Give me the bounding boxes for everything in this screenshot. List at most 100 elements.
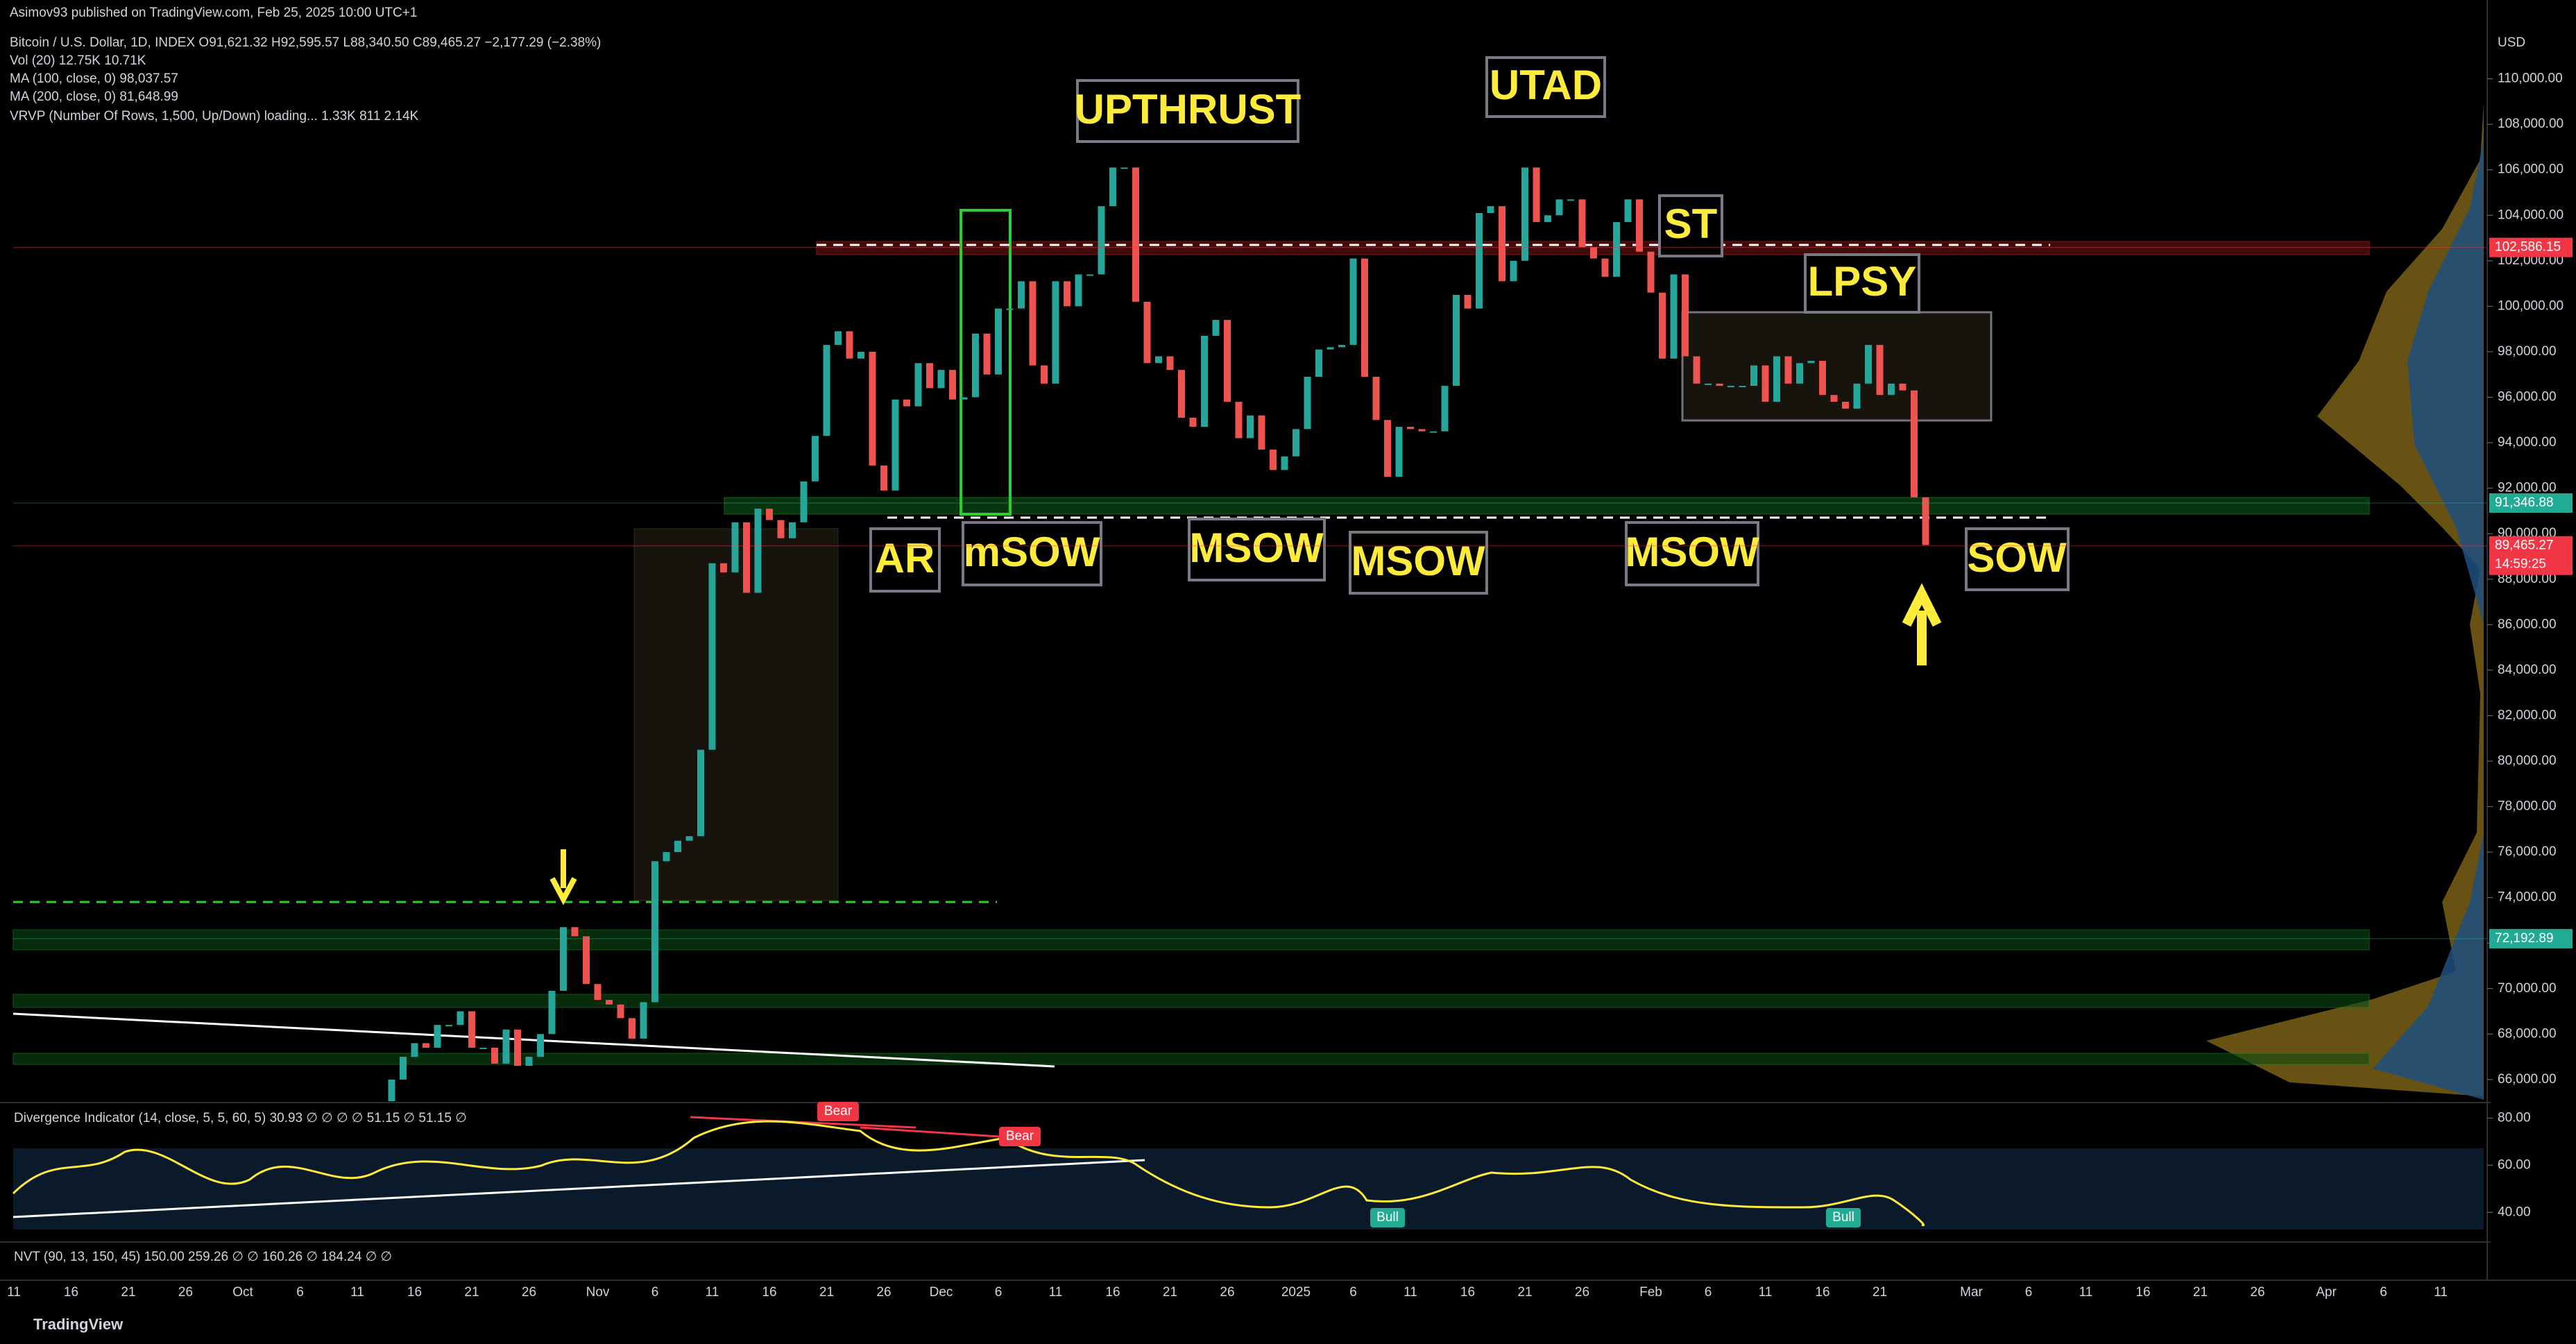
candle-body xyxy=(685,836,693,841)
price-tag-label: 89,465.27 xyxy=(2495,538,2554,553)
candle-body xyxy=(1395,427,1403,477)
x-tick-label: 11 xyxy=(1049,1285,1063,1300)
y-tick-label: 96,000.00 xyxy=(2498,390,2557,405)
candle-body xyxy=(1819,361,1826,395)
annotation: ST xyxy=(1658,194,1723,257)
x-tick-label: 11 xyxy=(706,1285,719,1300)
x-tick-label: Dec xyxy=(930,1285,953,1300)
candle-body xyxy=(766,509,773,520)
candle-body xyxy=(1224,320,1231,402)
candle-body xyxy=(594,984,602,1001)
x-tick-label: 21 xyxy=(464,1285,479,1300)
candle-body xyxy=(708,563,716,750)
candle-body xyxy=(1888,383,1895,395)
candle-body xyxy=(1430,431,1437,433)
candle-body xyxy=(1659,292,1666,359)
candle-body xyxy=(1270,449,1277,470)
candle-body xyxy=(1762,365,1769,402)
candle-body xyxy=(858,351,864,359)
candle-body xyxy=(1876,345,1884,395)
candle-body xyxy=(1132,167,1139,302)
candle-body xyxy=(674,840,681,853)
candle-body xyxy=(1476,213,1483,309)
candle-body xyxy=(560,927,567,992)
x-tick-label: 26 xyxy=(876,1285,891,1300)
candle-body xyxy=(1682,274,1689,357)
legend-line: VRVP (Number Of Rows, 1,500, Up/Down) lo… xyxy=(10,109,419,124)
signal-badge xyxy=(817,1102,859,1121)
candle-body xyxy=(914,363,922,407)
candle-body xyxy=(525,1057,533,1066)
candle-body xyxy=(1647,251,1655,293)
candle-body xyxy=(1247,415,1254,439)
candle-body xyxy=(651,861,658,1003)
x-tick-label: Apr xyxy=(2316,1285,2337,1300)
candle-body xyxy=(1418,429,1426,432)
range-box xyxy=(633,528,839,901)
candle-body xyxy=(937,370,945,389)
chart-title: Bitcoin / U.S. Dollar, 1D, INDEX O91,621… xyxy=(10,35,601,50)
candle-body xyxy=(479,1047,487,1049)
annotation: SOW xyxy=(1965,527,2070,591)
y-tick-label: 92,000.00 xyxy=(2498,481,2557,495)
candle-body xyxy=(514,1029,521,1066)
y-tick-label: 78,000.00 xyxy=(2498,799,2557,814)
candle-body xyxy=(812,436,819,482)
candle-body xyxy=(789,522,796,538)
candle-body xyxy=(1315,349,1322,377)
x-tick-label: 16 xyxy=(1460,1285,1475,1300)
annotation-label: SOW xyxy=(1967,534,2067,581)
trend-line xyxy=(12,1159,1145,1218)
candle-body xyxy=(1830,395,1838,402)
candle-body xyxy=(502,1029,510,1064)
y-tick-label: 104,000.00 xyxy=(2498,207,2564,222)
x-tick-label: 26 xyxy=(178,1285,193,1300)
candle-body xyxy=(1911,390,1918,497)
x-tick-label: 26 xyxy=(2250,1285,2264,1300)
candle-body xyxy=(1407,427,1414,429)
candle-body xyxy=(1041,365,1048,384)
x-tick-label: 6 xyxy=(1349,1285,1357,1300)
annotation-box xyxy=(1965,527,2070,591)
currency: USD xyxy=(2498,35,2525,50)
price-tag xyxy=(2489,928,2573,949)
signal-badge xyxy=(1826,1208,1861,1227)
annotation: mSOW xyxy=(962,521,1102,586)
support-zone xyxy=(12,994,2370,1008)
annotation: MSOW xyxy=(1625,521,1759,586)
annotation-box xyxy=(1625,521,1759,586)
candle-body xyxy=(1338,345,1345,348)
candle-body xyxy=(1842,402,1849,409)
annotation-box xyxy=(1485,56,1606,118)
candle-body xyxy=(1384,420,1391,477)
candle-body xyxy=(880,465,887,491)
candle-body xyxy=(1304,377,1311,429)
x-tick-label: 11 xyxy=(350,1285,364,1300)
candle-body xyxy=(1899,383,1907,391)
candle-body xyxy=(754,509,762,593)
annotation-box xyxy=(962,521,1102,586)
candle-body xyxy=(800,481,808,522)
candle-body xyxy=(1109,167,1116,207)
arrow xyxy=(1902,583,1942,665)
annotation-box xyxy=(1188,518,1326,581)
candle-body xyxy=(1487,206,1494,214)
candle-body xyxy=(1739,386,1746,388)
support-zone xyxy=(12,929,2370,951)
candle-body xyxy=(1544,215,1551,223)
candle-body xyxy=(903,399,910,407)
candle-body xyxy=(1006,308,1014,310)
y-tick-label: 110,000.00 xyxy=(2498,71,2563,86)
x-tick-label: 11 xyxy=(1404,1285,1417,1300)
candle-body xyxy=(926,363,933,389)
annotation-label: UPTHRUST xyxy=(1075,86,1302,133)
candle-body xyxy=(1693,356,1700,384)
candle-body xyxy=(1166,356,1174,371)
x-tick-label: 26 xyxy=(522,1285,536,1300)
price-tag xyxy=(2489,536,2573,575)
publisher: Asimov93 published on TradingView.com, F… xyxy=(10,6,417,20)
annotation-label: mSOW xyxy=(964,529,1100,575)
candle-body xyxy=(1361,258,1368,377)
indicator-title: NVT (90, 13, 150, 45) 150.00 259.26 ∅ ∅ … xyxy=(14,1250,392,1264)
y-tick-label: 108,000.00 xyxy=(2498,117,2564,131)
